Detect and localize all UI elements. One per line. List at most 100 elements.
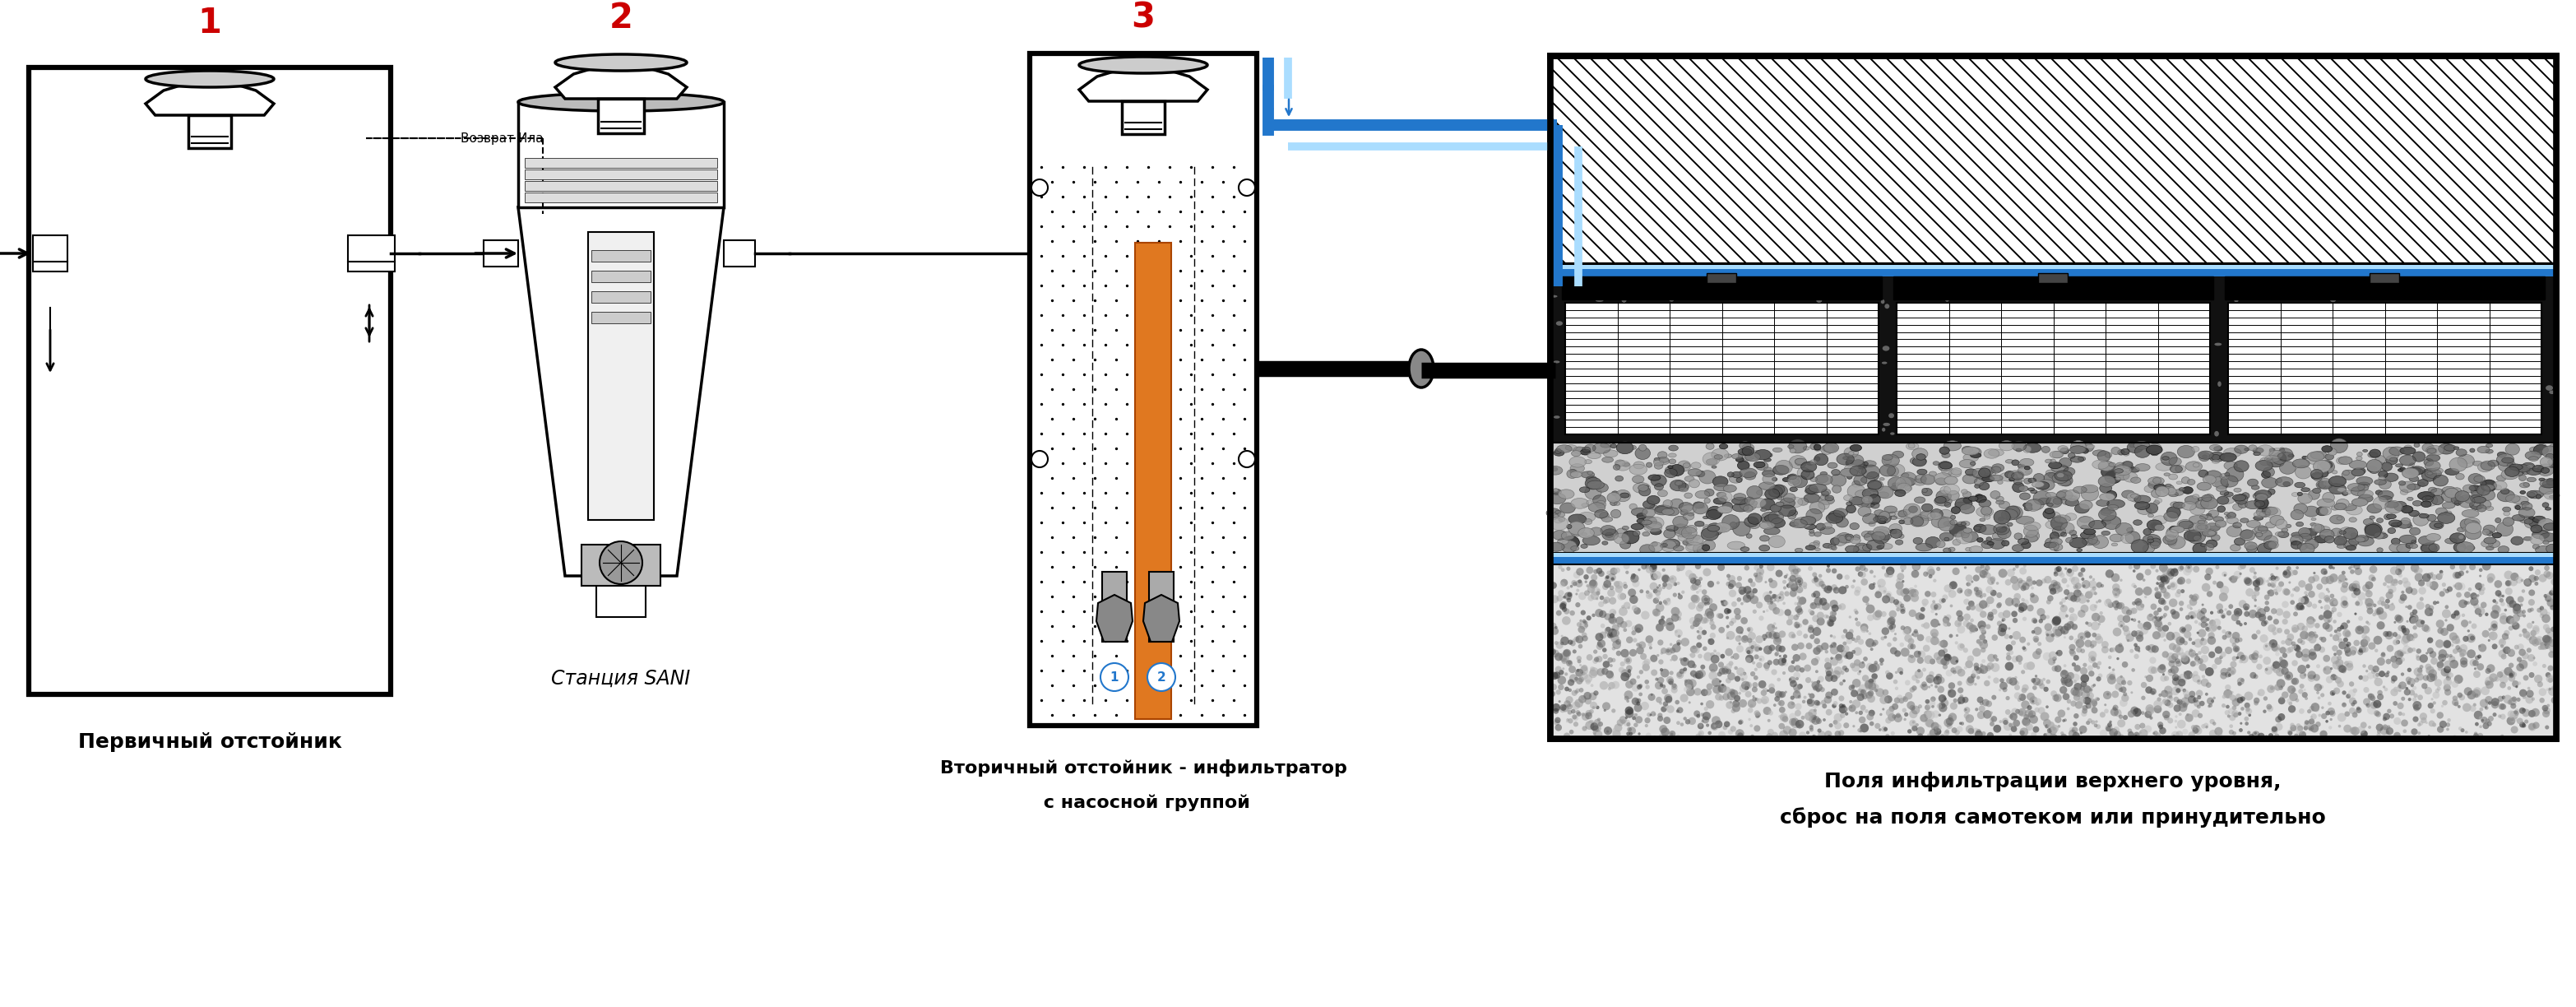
Ellipse shape: [1613, 464, 1620, 470]
Circle shape: [2272, 726, 2277, 732]
Circle shape: [2370, 696, 2375, 701]
Circle shape: [2370, 670, 2375, 674]
Circle shape: [1945, 718, 1953, 727]
Circle shape: [1662, 615, 1664, 619]
Bar: [1893, 277, 2213, 299]
Circle shape: [1790, 590, 1798, 597]
Circle shape: [1978, 570, 1986, 578]
Circle shape: [1654, 597, 1659, 604]
Circle shape: [2439, 570, 2442, 574]
Circle shape: [2025, 709, 2032, 718]
Circle shape: [2427, 735, 2429, 737]
Circle shape: [1790, 718, 1798, 726]
Ellipse shape: [1571, 471, 1582, 477]
Circle shape: [2035, 675, 2038, 678]
Ellipse shape: [2025, 499, 2040, 512]
Ellipse shape: [1690, 462, 1700, 468]
Circle shape: [1659, 683, 1664, 686]
Circle shape: [2342, 703, 2347, 707]
Ellipse shape: [2321, 461, 2331, 469]
Circle shape: [1569, 730, 1574, 734]
Ellipse shape: [2295, 482, 2306, 487]
Circle shape: [2476, 694, 2478, 698]
Circle shape: [2094, 720, 2097, 723]
Circle shape: [1597, 571, 1605, 577]
Circle shape: [1904, 628, 1909, 635]
Circle shape: [2378, 621, 2385, 629]
Ellipse shape: [2187, 296, 2195, 300]
Circle shape: [1929, 592, 1937, 597]
Ellipse shape: [2105, 471, 2123, 483]
Ellipse shape: [2089, 521, 2107, 529]
Ellipse shape: [1819, 496, 1834, 505]
Circle shape: [2318, 592, 2326, 599]
Circle shape: [1239, 179, 1255, 195]
Ellipse shape: [1762, 512, 1777, 524]
Circle shape: [2048, 726, 2058, 735]
Circle shape: [2089, 580, 2097, 589]
Circle shape: [2481, 719, 2483, 722]
Circle shape: [1597, 642, 1602, 650]
Circle shape: [2048, 728, 2053, 733]
Ellipse shape: [1638, 484, 1649, 491]
Ellipse shape: [2045, 496, 2063, 508]
Circle shape: [2442, 639, 2452, 648]
Circle shape: [2463, 613, 2465, 617]
Circle shape: [2396, 563, 2406, 572]
Circle shape: [2499, 703, 2504, 710]
Circle shape: [1940, 734, 1945, 738]
Ellipse shape: [2344, 289, 2352, 294]
Circle shape: [2213, 722, 2215, 725]
Circle shape: [1942, 696, 1945, 699]
Ellipse shape: [1731, 454, 1741, 459]
Circle shape: [1631, 595, 1638, 604]
Circle shape: [2110, 728, 2117, 737]
Ellipse shape: [2344, 541, 2357, 549]
Polygon shape: [518, 207, 724, 576]
Ellipse shape: [1566, 445, 1577, 451]
Circle shape: [1824, 696, 1832, 704]
Circle shape: [1772, 632, 1780, 639]
Circle shape: [1888, 706, 1896, 712]
Circle shape: [1656, 623, 1664, 631]
Ellipse shape: [2200, 515, 2208, 520]
Circle shape: [1819, 574, 1821, 578]
Ellipse shape: [1996, 480, 2004, 484]
Circle shape: [2295, 566, 2298, 569]
Circle shape: [1710, 723, 1718, 729]
Ellipse shape: [1569, 515, 1587, 525]
Circle shape: [2267, 580, 2269, 583]
Circle shape: [1587, 567, 1595, 574]
Circle shape: [1752, 697, 1757, 702]
Circle shape: [2177, 648, 2184, 655]
Circle shape: [1865, 680, 1873, 689]
Circle shape: [2061, 598, 2066, 603]
Circle shape: [2460, 694, 2465, 701]
Circle shape: [2429, 669, 2437, 678]
Circle shape: [2303, 726, 2308, 730]
Circle shape: [2316, 691, 2318, 694]
Circle shape: [2442, 705, 2445, 708]
Circle shape: [2290, 600, 2295, 605]
Circle shape: [2468, 691, 2476, 700]
Ellipse shape: [2213, 446, 2223, 451]
Ellipse shape: [2264, 536, 2277, 548]
Circle shape: [2272, 643, 2280, 653]
Circle shape: [2313, 603, 2318, 608]
Circle shape: [2385, 727, 2393, 735]
Circle shape: [2138, 631, 2143, 636]
Circle shape: [1834, 667, 1842, 675]
Ellipse shape: [1968, 448, 1981, 456]
Ellipse shape: [2540, 479, 2558, 488]
Circle shape: [1996, 603, 2002, 608]
Circle shape: [1842, 651, 1847, 658]
Ellipse shape: [2123, 461, 2133, 467]
Circle shape: [1597, 722, 1602, 727]
Ellipse shape: [2192, 522, 2210, 532]
Circle shape: [1731, 617, 1736, 623]
Circle shape: [1981, 699, 1989, 706]
Circle shape: [2272, 644, 2277, 652]
Circle shape: [2326, 576, 2334, 584]
Circle shape: [2439, 650, 2447, 658]
Bar: [2228, 303, 2543, 434]
